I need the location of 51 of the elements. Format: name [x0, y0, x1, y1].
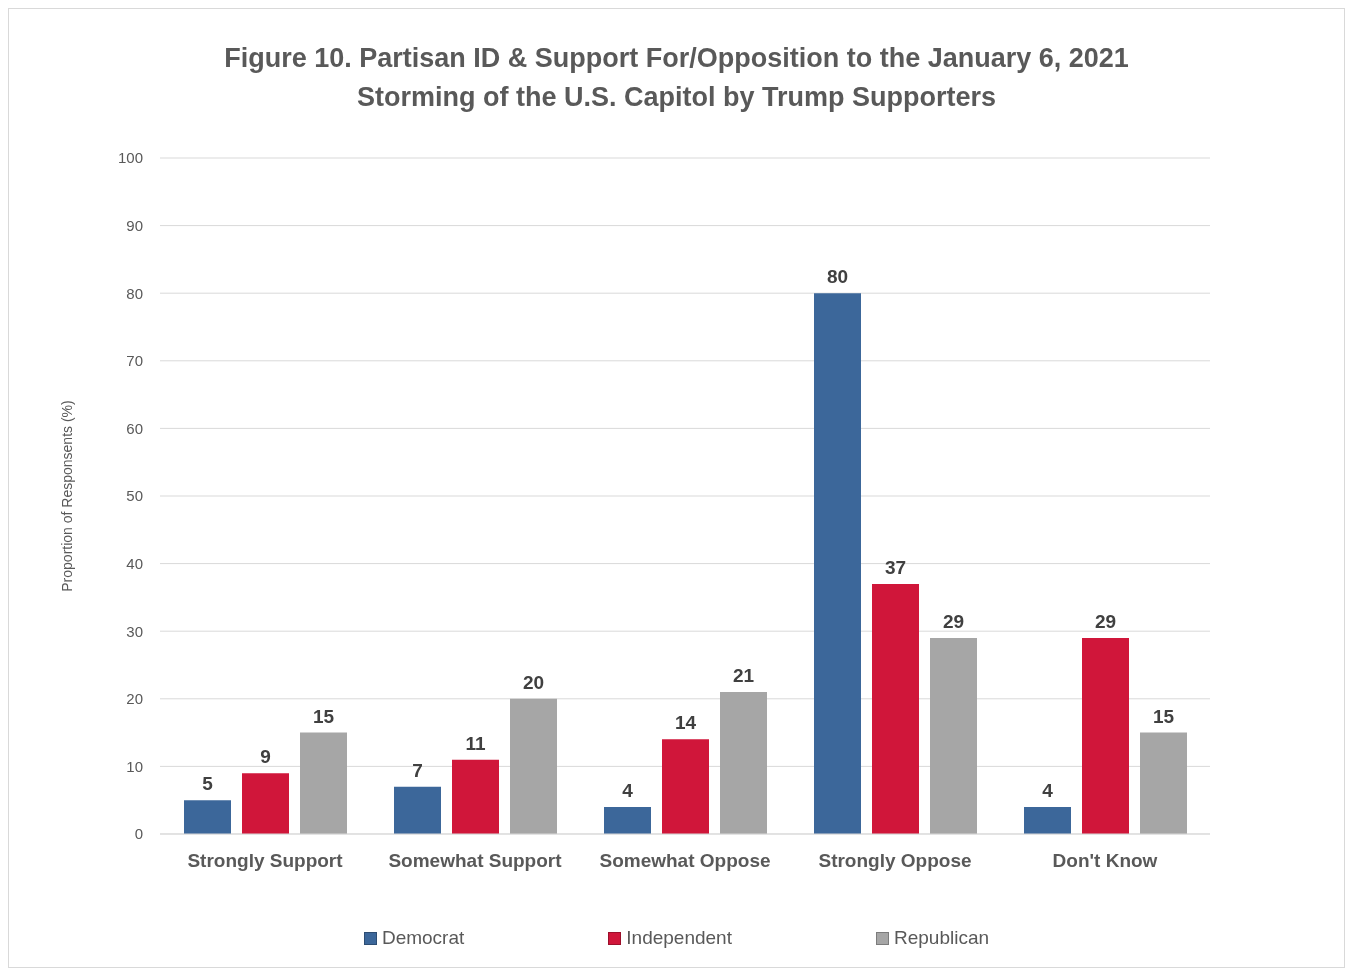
legend-label: Democrat [381, 927, 465, 949]
data-label: 14 [674, 712, 697, 734]
legend-label: Independent [626, 927, 732, 949]
data-label: 11 [465, 732, 486, 754]
data-label: 21 [732, 665, 755, 687]
data-label: 29 [942, 610, 965, 632]
bar [394, 786, 441, 834]
y-tick-label: 40 [126, 554, 143, 572]
data-label: 15 [1152, 705, 1175, 727]
bar [184, 800, 231, 834]
bar [300, 732, 347, 834]
y-tick-label: 100 [117, 149, 143, 167]
bar [662, 739, 709, 834]
bar [604, 806, 651, 834]
bar [930, 637, 977, 834]
data-label: 15 [312, 705, 335, 727]
bar [510, 698, 557, 834]
y-tick-label: 30 [126, 622, 143, 640]
bar [452, 759, 499, 834]
data-label: 7 [412, 759, 423, 781]
bar [242, 773, 289, 834]
bar [1024, 806, 1071, 834]
bar [1140, 732, 1187, 834]
y-tick-label: 20 [126, 690, 143, 708]
x-tick-label: Strongly Support [187, 850, 344, 872]
y-tick-label: 0 [134, 825, 143, 843]
bar [1082, 637, 1129, 834]
data-label: 4 [1042, 779, 1054, 801]
data-label: 4 [622, 779, 634, 801]
data-label: 80 [826, 266, 849, 288]
data-label: 37 [884, 556, 907, 578]
x-tick-label: Somewhat Oppose [599, 850, 771, 872]
data-label: 9 [260, 746, 271, 768]
y-axis-title: Proportion of Responsents (%) [59, 400, 75, 592]
y-tick-label: 80 [126, 284, 143, 302]
bar [720, 692, 767, 834]
legend-label: Republican [893, 927, 990, 949]
x-tick-label: Strongly Oppose [818, 850, 972, 872]
bar [872, 583, 919, 834]
chart-title: Figure 10. Partisan ID & Support For/Opposition to the January 6, 2021 Storming of the U.S. Capitol by Trump Supporters [223, 42, 1130, 114]
y-tick-label: 90 [126, 216, 143, 234]
y-tick-label: 70 [126, 352, 143, 370]
data-label: 5 [202, 773, 214, 795]
x-tick-label: Don't Know [1052, 850, 1158, 872]
data-label: 20 [522, 671, 545, 693]
data-label: 29 [1094, 610, 1117, 632]
bar [814, 293, 861, 834]
y-tick-label: 60 [126, 419, 143, 437]
y-tick-label: 10 [126, 757, 143, 775]
y-tick-label: 50 [126, 487, 143, 505]
x-tick-label: Somewhat Support [388, 850, 563, 872]
